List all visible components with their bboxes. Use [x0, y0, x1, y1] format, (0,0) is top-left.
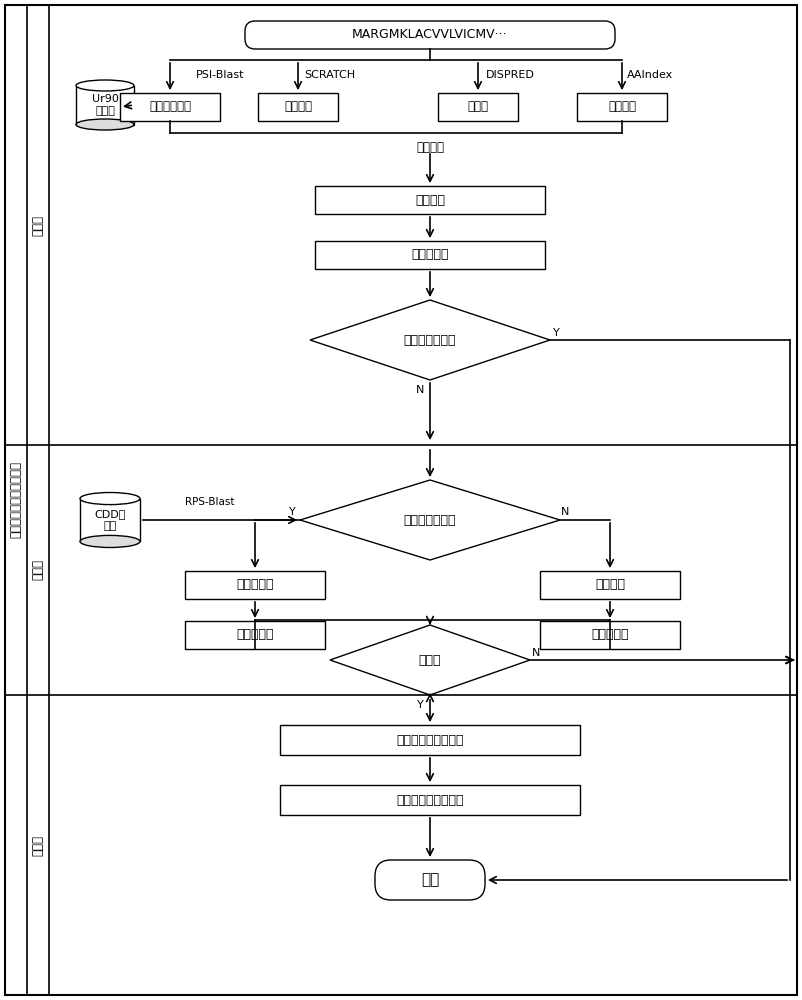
- Bar: [540, 571, 680, 599]
- Text: 确定唯一的切割位点: 确定唯一的切割位点: [396, 794, 464, 806]
- Text: 残基特征: 残基特征: [415, 194, 445, 207]
- Text: 位置权重矩阵: 位置权重矩阵: [149, 101, 191, 113]
- Bar: [540, 621, 680, 649]
- Bar: [315, 186, 545, 214]
- Bar: [258, 93, 338, 121]
- Text: 特征选择: 特征选择: [416, 141, 444, 154]
- Text: 第三层: 第三层: [31, 834, 44, 856]
- Text: 朴素贝叶斯: 朴素贝叶斯: [237, 629, 273, 642]
- Bar: [80, 499, 140, 541]
- Bar: [280, 725, 580, 755]
- Text: 第一层: 第一层: [31, 215, 44, 235]
- Bar: [185, 621, 325, 649]
- Text: MARGMKLACVVLVICMV···: MARGMKLACVVLVICMV···: [352, 28, 508, 41]
- FancyBboxPatch shape: [245, 21, 615, 49]
- Polygon shape: [330, 625, 530, 695]
- Text: CDD数
据库: CDD数 据库: [95, 509, 126, 531]
- Text: 存在功能结构域: 存在功能结构域: [403, 514, 456, 526]
- Bar: [185, 571, 325, 599]
- Text: RPS-Blast: RPS-Blast: [185, 497, 234, 507]
- Text: 预测信号肽及其切割位点: 预测信号肽及其切割位点: [10, 462, 22, 538]
- Text: 频繁结构域: 频繁结构域: [237, 578, 273, 591]
- Text: 生成切割位点候选集: 生成切割位点候选集: [396, 734, 464, 746]
- Text: PSI-Blast: PSI-Blast: [196, 70, 245, 80]
- Text: 无序区: 无序区: [468, 101, 488, 113]
- Text: 结束: 结束: [421, 872, 439, 888]
- Bar: [577, 93, 667, 121]
- Text: N: N: [561, 507, 569, 517]
- Bar: [438, 93, 518, 121]
- Ellipse shape: [80, 492, 140, 505]
- Text: Y: Y: [553, 328, 559, 338]
- Ellipse shape: [76, 119, 134, 130]
- Ellipse shape: [80, 535, 140, 548]
- Text: SCRATCH: SCRATCH: [305, 70, 355, 80]
- Text: Y: Y: [416, 700, 423, 710]
- FancyBboxPatch shape: [375, 860, 485, 900]
- Text: 二级结构: 二级结构: [284, 101, 312, 113]
- Text: 残基特征: 残基特征: [595, 578, 625, 591]
- Text: DISPRED: DISPRED: [485, 70, 534, 80]
- Polygon shape: [300, 480, 560, 560]
- Text: Y: Y: [290, 507, 296, 517]
- Text: 信号肽: 信号肽: [419, 654, 441, 666]
- Ellipse shape: [76, 80, 134, 91]
- Bar: [280, 785, 580, 815]
- Text: N: N: [415, 385, 424, 395]
- Text: Ur90
数据库: Ur90 数据库: [91, 94, 119, 116]
- Bar: [76, 86, 134, 124]
- Text: 第二层: 第二层: [31, 560, 44, 580]
- Text: 细胞核或细胞质: 细胞核或细胞质: [403, 334, 456, 347]
- Text: 支持向量机: 支持向量机: [591, 629, 629, 642]
- Text: 支持向量机: 支持向量机: [411, 248, 449, 261]
- Text: 物化性质: 物化性质: [608, 101, 636, 113]
- Polygon shape: [310, 300, 550, 380]
- Text: N: N: [532, 648, 541, 658]
- Bar: [315, 241, 545, 269]
- Text: AAIndex: AAIndex: [627, 70, 673, 80]
- Bar: [120, 93, 220, 121]
